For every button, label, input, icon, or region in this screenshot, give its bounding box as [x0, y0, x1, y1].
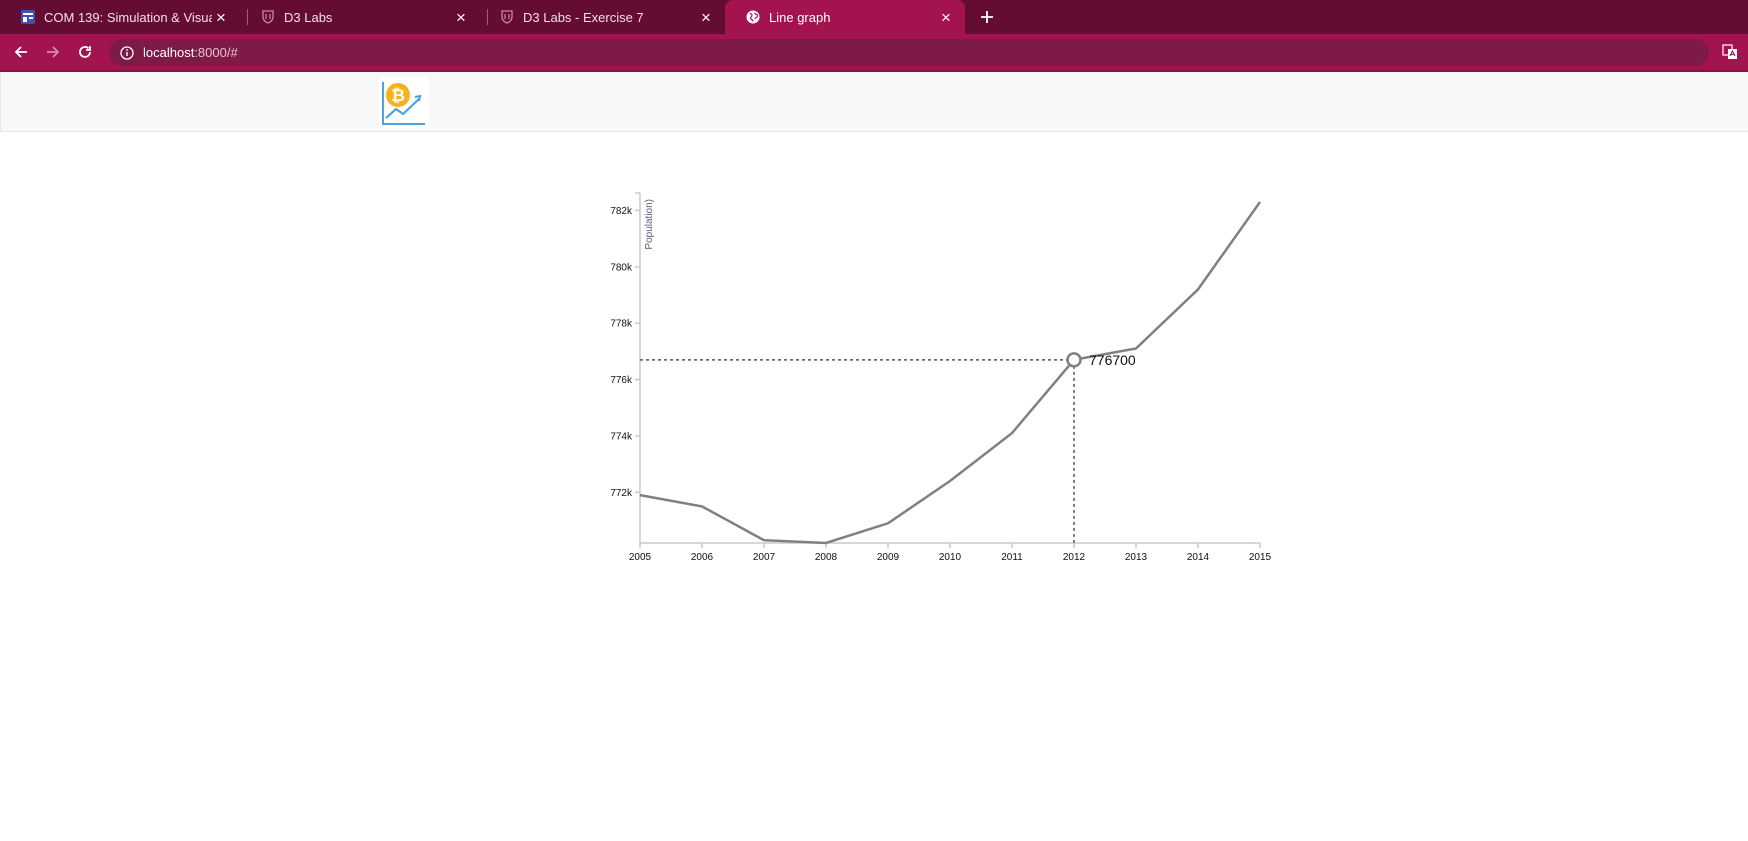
y-tick-label: 778k: [610, 319, 633, 330]
x-tick-label: 2015: [1249, 552, 1272, 563]
url-text: localhost:8000/#: [143, 45, 238, 60]
close-icon[interactable]: ×: [216, 7, 226, 27]
y-tick-label: 782k: [610, 206, 633, 217]
toolbar: localhost:8000/#: [0, 34, 1748, 70]
series-line: [639, 201, 1262, 545]
arrow-left-icon: [14, 46, 27, 58]
x-tick-label: 2006: [691, 552, 714, 563]
tab-title: Line graph: [769, 9, 831, 25]
tab-d3-labs-exercise-7[interactable]: D3 Labs - Exercise 7 ×: [479, 0, 725, 34]
toolbar-divider: [0, 70, 1748, 72]
focus-value-label: 776700: [1089, 352, 1136, 368]
arrow-right-icon: [47, 46, 60, 58]
reload-button[interactable]: [75, 42, 95, 62]
x-tick-label: 2011: [1001, 552, 1023, 563]
address-bar[interactable]: localhost:8000/#: [109, 39, 1709, 66]
svg-text:₿: ₿: [391, 86, 405, 105]
crest-icon: [499, 9, 515, 25]
x-tick-label: 2008: [815, 552, 838, 563]
tab-strip: COM 139: Simulation & Visualization × D3…: [0, 0, 1748, 34]
x-tick-label: 2010: [939, 552, 962, 563]
bitcoin-chart-logo-icon: ₿: [382, 82, 425, 125]
crest-icon: [260, 9, 276, 25]
back-button[interactable]: [11, 42, 31, 62]
y-tick-label: 774k: [610, 431, 633, 442]
tab-separator: [247, 9, 248, 25]
page-navbar: ₿: [0, 72, 1748, 132]
translate-icon[interactable]: [1722, 44, 1738, 60]
url-path: :8000/#: [194, 45, 238, 60]
x-tick-label: 2013: [1125, 552, 1148, 563]
tab-d3-labs[interactable]: D3 Labs ×: [240, 0, 480, 34]
tab-line-graph[interactable]: Line graph ×: [725, 0, 965, 34]
line-chart: 772k 774k 776k 778k 780k 782k Population) 2005 2…: [590, 190, 1280, 580]
y-axis-label: Population): [644, 199, 655, 250]
close-icon[interactable]: ×: [456, 7, 466, 27]
globe-icon: [745, 9, 761, 25]
close-icon[interactable]: ×: [701, 7, 711, 27]
line-chart-svg: 772k 774k 776k 778k 780k 782k Population) 2005 2…: [610, 192, 1272, 563]
y-tick-label: 776k: [610, 375, 633, 386]
x-tick-label: 2007: [753, 552, 776, 563]
x-tick-label: 2009: [877, 552, 900, 563]
info-icon[interactable]: [119, 45, 135, 61]
tab-title: D3 Labs - Exercise 7: [523, 9, 644, 25]
x-tick-label: 2005: [629, 552, 652, 563]
tab-com139[interactable]: COM 139: Simulation & Visualization ×: [0, 0, 240, 34]
calendar-icon: [20, 9, 36, 25]
forward-button[interactable]: [43, 42, 63, 62]
new-tab-button[interactable]: [975, 6, 999, 28]
reload-icon: [79, 46, 91, 58]
y-tick-label: 772k: [610, 488, 633, 499]
tab-title: D3 Labs: [284, 9, 333, 25]
tab-separator: [487, 9, 488, 25]
close-icon[interactable]: ×: [941, 7, 951, 27]
tab-title: COM 139: Simulation & Visualization: [44, 9, 212, 25]
x-tick-label: 2012: [1063, 552, 1086, 563]
logo[interactable]: ₿: [379, 78, 429, 128]
url-host: localhost: [143, 45, 195, 60]
x-tick-label: 2014: [1187, 552, 1210, 563]
focus-point: [1066, 352, 1082, 368]
y-tick-label: 780k: [610, 262, 633, 273]
